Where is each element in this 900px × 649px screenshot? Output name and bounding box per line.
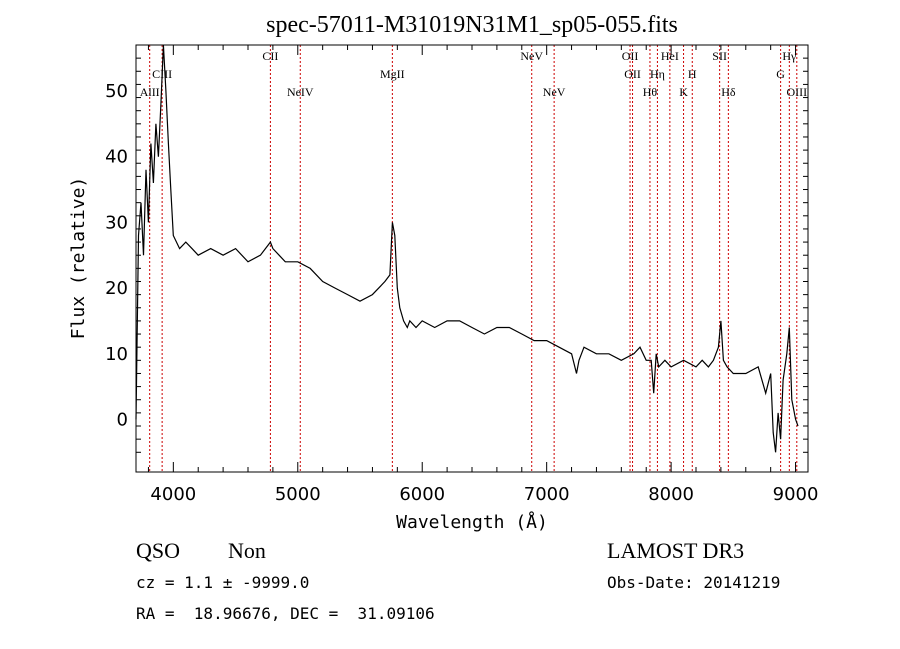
object-subclass: Non (228, 538, 266, 563)
emission-line-label: Hη (650, 67, 665, 81)
y-tick-label: 50 (105, 81, 128, 102)
emission-line-label: K (679, 85, 688, 99)
x-tick-label: 8000 (648, 484, 694, 505)
x-tick-label: 5000 (275, 484, 321, 505)
y-tick-label: 0 (117, 409, 128, 430)
x-tick-label: 7000 (524, 484, 570, 505)
emission-line-label: Hγ (782, 49, 797, 63)
object-class: QSO (136, 538, 181, 563)
observation-date: Obs-Date: 20141219 (607, 573, 781, 592)
survey-name: LAMOST DR3 (607, 538, 745, 563)
emission-line-label: OIII (786, 85, 807, 99)
y-tick-label: 30 (105, 212, 128, 233)
emission-line-label: CIII (152, 67, 172, 81)
emission-line-label: G (776, 67, 785, 81)
emission-line-label: OII (624, 67, 641, 81)
x-tick-label: 4000 (150, 484, 196, 505)
emission-line-label: NeIV (287, 85, 314, 99)
x-tick-label: 6000 (399, 484, 445, 505)
redshift-cz: cz = 1.1 ± -9999.0 (136, 573, 310, 592)
plot-frame (135, 44, 809, 473)
chart-title: spec-57011-M31019N31M1_sp05-055.fits (266, 12, 678, 38)
y-tick-label: 10 (105, 344, 128, 365)
emission-line-label: NeV (520, 49, 543, 63)
emission-line-label: Hδ (721, 85, 736, 99)
emission-line-label: SII (712, 49, 727, 63)
emission-line-label: CII (262, 49, 278, 63)
x-axis-label: Wavelength (Å) (396, 511, 548, 533)
emission-line-label: H (688, 67, 697, 81)
coordinates: RA = 18.96676, DEC = 31.09106 (136, 604, 435, 623)
emission-line-label: Hθ (643, 85, 658, 99)
x-tick-label: 9000 (773, 484, 819, 505)
y-axis-label: Flux (relative) (68, 177, 89, 340)
emission-line-label: AlII (140, 85, 160, 99)
emission-line-label: MgII (380, 67, 405, 81)
y-tick-label: 40 (105, 147, 128, 168)
y-tick-label: 20 (105, 278, 128, 299)
emission-line-label: NeV (543, 85, 566, 99)
spectrum-series-line (135, 44, 799, 453)
emission-line-label: OII (622, 49, 639, 63)
emission-line-label: HeI (661, 49, 679, 63)
